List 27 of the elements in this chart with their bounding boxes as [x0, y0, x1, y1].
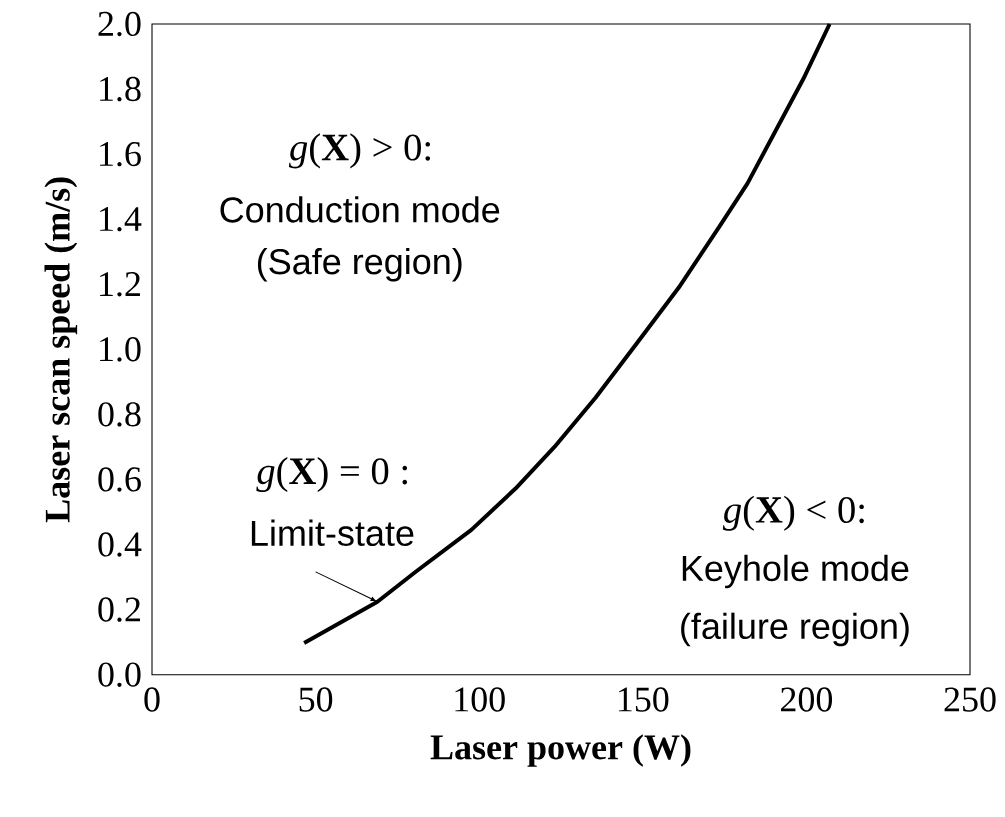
y-tick-label: 0.6: [98, 467, 141, 492]
x-tick-label: 0: [144, 687, 160, 712]
x-tick-label: 250: [944, 687, 996, 712]
y-tick-label: 1.6: [100, 141, 141, 167]
y-tick-label: 1.0: [100, 337, 141, 362]
annotation: (failure region): [681, 612, 909, 647]
x-tick-label: 50: [299, 687, 333, 712]
x-axis-title: Laser power (W): [430, 734, 691, 767]
annotation: Conduction mode: [220, 196, 500, 223]
x-tick-label: 150: [618, 687, 669, 712]
y-tick-label: 0.4: [98, 532, 142, 557]
x-tick-label: 100: [455, 687, 505, 712]
annotation: g(X) < 0:: [722, 495, 864, 531]
annotation: (Safe region): [257, 247, 462, 282]
y-tick-label: 2.0: [98, 11, 141, 37]
y-tick-label: 0.8: [98, 402, 141, 427]
annotation: g(X) = 0 :: [256, 457, 408, 493]
y-tick-label: 0.0: [98, 662, 141, 687]
y-tick-label: 1.2: [100, 272, 140, 297]
x-tick-label: 200: [781, 687, 833, 712]
y-tick-label: 1.4: [100, 207, 142, 232]
y-axis-title: Laser scan speed (m/s): [44, 177, 78, 523]
annotation: g(X) > 0:: [288, 133, 431, 169]
y-tick-label: 1.8: [100, 76, 141, 102]
y-tick-label: 0.2: [98, 597, 140, 622]
annotation: Limit-state: [251, 519, 414, 547]
annotation: Keyhole mode: [682, 554, 909, 589]
